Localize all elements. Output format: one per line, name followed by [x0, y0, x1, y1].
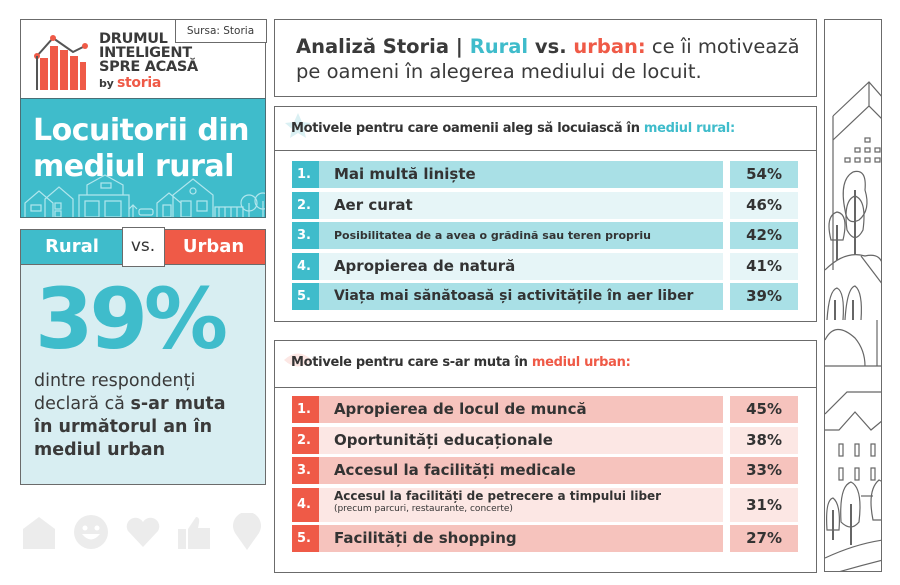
rural-title-line2: mediul rural	[33, 149, 234, 184]
logo-line3: SPRE ACASĂ	[99, 59, 198, 75]
rank-number: 4.	[292, 252, 319, 280]
rural-reason-row: 2. Aer curat 46%	[292, 191, 798, 219]
city-illustration-icon	[825, 81, 881, 571]
headline-rest-1: ce îi motivează	[645, 35, 800, 58]
vs-rural-label: Rural	[19, 228, 124, 265]
reason-label-main: Accesul la facilități de petrecere a tim…	[333, 488, 662, 503]
reason-percent: 27%	[730, 525, 798, 553]
location-pin-icon	[233, 513, 261, 550]
source-tag: Sursa: Storia	[174, 18, 267, 43]
reason-percent: 31%	[730, 487, 798, 522]
rural-section-header: Motivele pentru care oamenii aleg să loc…	[275, 107, 816, 151]
logo-line2: INTELIGENT	[99, 45, 192, 61]
rank-number: 3.	[292, 222, 319, 250]
reason-percent: 54%	[730, 161, 798, 188]
rural-title-card: Locuitorii din mediul rural	[20, 98, 266, 218]
heart-icon	[126, 517, 160, 547]
reason-label: Oportunități educaționale	[318, 426, 724, 454]
urban-section-header: Motivele pentru care s-ar muta în mediul…	[275, 341, 816, 388]
eye-icon	[284, 353, 312, 367]
vs-label: vs.	[121, 226, 165, 267]
headline-part1: Analiză Storia |	[296, 35, 470, 58]
stat-text-bold-3: mediul urban	[34, 440, 166, 460]
rural-vs-urban-card: Rural vs. Urban 39% dintre respondenți d…	[19, 226, 266, 485]
headline: Analiză Storia | Rural vs. urban: ce îi …	[296, 34, 800, 84]
reason-label: Posibilitatea de a avea o grădină sau te…	[318, 222, 724, 250]
urban-reason-row: 1. Apropierea de locul de muncă 45%	[292, 396, 798, 423]
rural-section-title: Motivele pentru care oamenii aleg să loc…	[291, 121, 735, 136]
rural-section-title-highlight: mediul rural:	[643, 121, 735, 136]
rank-number: 1.	[292, 161, 319, 188]
logo-by-text: by	[99, 77, 114, 90]
reason-percent: 33%	[730, 457, 798, 485]
bar-chart-house-icon	[34, 35, 88, 90]
urban-reasons-list: 1. Apropierea de locul de muncă 45% 2. O…	[292, 396, 798, 556]
reason-label: Aer curat	[318, 191, 724, 219]
rural-reasons-section: Motivele pentru care oamenii aleg să loc…	[274, 106, 817, 322]
thumbs-up-icon	[178, 517, 210, 549]
urban-reason-row: 5. Facilități de shopping 27%	[292, 525, 798, 553]
rural-title: Locuitorii din mediul rural	[33, 113, 250, 185]
logo-card: DRUMUL INTELIGENT SPRE ACASĂ by storia S…	[20, 18, 267, 99]
reason-percent: 46%	[730, 191, 798, 219]
urban-reasons-section: Motivele pentru care s-ar muta în mediul…	[274, 340, 817, 573]
reason-percent: 42%	[730, 222, 798, 250]
stat-text-1: dintre respondenți	[34, 371, 196, 391]
urban-section-title: Motivele pentru care s-ar muta în mediul…	[291, 355, 631, 370]
urban-reason-row: 2. Oportunități educaționale 38%	[292, 426, 798, 454]
rural-section-title-prefix: Motivele pentru care oamenii aleg să loc…	[291, 121, 644, 136]
headline-vs: vs.	[528, 35, 574, 58]
headline-urban: urban:	[573, 35, 646, 58]
rural-reason-row: 5. Viața mai sănătoasă și activitățile î…	[292, 283, 798, 311]
stat-description: dintre respondenți declară că s-ar muta …	[34, 370, 259, 462]
houses-illustration-icon	[24, 174, 265, 217]
rank-number: 5.	[292, 283, 319, 311]
rural-reason-row: 4. Apropierea de natură 41%	[292, 252, 798, 280]
reason-label: Facilități de shopping	[318, 525, 724, 553]
reason-label: Apropierea de natură	[318, 252, 724, 280]
urban-reason-row: 4. Accesul la facilități de petrecere a …	[292, 487, 798, 522]
reason-sublabel: (precum parcuri, restaurante, concerte)	[333, 503, 513, 514]
reason-label: Apropierea de locul de muncă	[318, 396, 724, 423]
vs-bar: Rural vs. Urban	[19, 226, 266, 267]
headline-card: Analiză Storia | Rural vs. urban: ce îi …	[274, 19, 817, 97]
stat-text-2: declară că	[34, 394, 131, 414]
logo-by: by storia	[99, 76, 198, 91]
reason-percent: 39%	[730, 283, 798, 311]
vs-urban-label: Urban	[162, 228, 266, 265]
house-icon	[23, 517, 55, 549]
logo-text: DRUMUL INTELIGENT SPRE ACASĂ by storia	[99, 32, 198, 91]
smiley-icon	[74, 515, 108, 549]
stat-text-bold-2: în următorul an în	[34, 417, 213, 437]
reason-label: Accesul la facilități medicale	[318, 457, 724, 485]
big-stat-percent: 39%	[35, 270, 228, 368]
reason-percent: 41%	[730, 252, 798, 280]
headline-rest-2: pe oameni în alegerea mediului de locuit…	[296, 60, 702, 83]
rural-reason-row: 3. Posibilitatea de a avea o grădină sau…	[292, 222, 798, 250]
rural-title-line1: Locuitorii din	[33, 113, 250, 148]
rank-number: 3.	[292, 457, 319, 485]
rank-number: 1.	[292, 396, 319, 423]
urban-reason-row: 3. Accesul la facilități medicale 33%	[292, 457, 798, 485]
rural-reason-row: 1. Mai multă liniște 54%	[292, 161, 798, 188]
rank-number: 2.	[292, 191, 319, 219]
rank-number: 2.	[292, 426, 319, 454]
rural-reasons-list: 1. Mai multă liniște 54% 2. Aer curat 46…	[292, 161, 798, 314]
stat-text-bold-1: s-ar muta	[130, 394, 226, 414]
city-illustration-strip	[824, 19, 882, 572]
rank-number: 5.	[292, 525, 319, 553]
bottom-icons-row	[20, 512, 270, 552]
headline-rural: Rural	[469, 35, 529, 58]
reason-label: Mai multă liniște	[318, 161, 724, 188]
reason-label: Viața mai sănătoasă și activitățile în a…	[318, 283, 724, 311]
reason-percent: 38%	[730, 426, 798, 454]
logo-brand: storia	[116, 75, 161, 91]
rank-number: 4.	[292, 487, 319, 522]
star-icon	[285, 113, 311, 138]
reason-label: Accesul la facilități de petrecere a tim…	[318, 487, 724, 522]
reason-percent: 45%	[730, 396, 798, 423]
urban-section-title-prefix: Motivele pentru care s-ar muta în	[291, 355, 532, 370]
logo-line1: DRUMUL	[99, 31, 168, 47]
urban-section-title-highlight: mediul urban:	[531, 355, 631, 370]
